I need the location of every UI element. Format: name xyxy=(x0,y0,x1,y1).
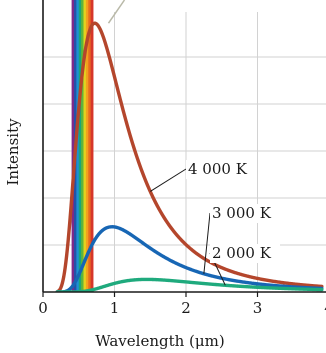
spectrum-stripe xyxy=(71,0,75,292)
x-axis-label: Wavelength (μm) xyxy=(95,332,224,350)
spectrum-stripe xyxy=(85,0,89,292)
spectrum-stripe xyxy=(76,0,80,292)
pointer-line xyxy=(107,0,126,24)
series-label-4000k: 4 000 K xyxy=(188,160,248,178)
spectrum-stripe xyxy=(90,0,94,292)
series-label-3000k: 3 000 K xyxy=(212,204,272,222)
label-leader xyxy=(203,212,211,274)
x-tick-label: 4 xyxy=(324,299,326,317)
series-line-2000k xyxy=(55,277,324,292)
x-tick-label: 1 xyxy=(110,299,120,317)
y-axis-label: Intensity xyxy=(4,118,22,186)
series-line-4000k xyxy=(55,21,324,292)
x-tick-label: 3 xyxy=(253,299,263,317)
axes xyxy=(42,0,326,297)
spectrum-stripe xyxy=(83,0,87,292)
spectrum-stripe xyxy=(78,0,82,292)
x-tick-labels: 0 1 2 3 4 xyxy=(38,299,326,317)
label-leader xyxy=(149,168,187,192)
series-line-3000k xyxy=(55,225,324,292)
series-label-2000k: 2 000 K xyxy=(212,244,272,262)
label-background xyxy=(210,244,280,263)
label-background xyxy=(210,204,280,223)
x-tick-label: 0 xyxy=(38,299,48,317)
spectrum-stripe xyxy=(81,0,84,292)
series-curves xyxy=(55,21,324,292)
series-labels: 4 000 K 3 000 K 2 000 K xyxy=(186,160,280,263)
x-tick-label: 2 xyxy=(181,299,191,317)
label-background xyxy=(186,160,256,179)
spectrum-stripe xyxy=(88,0,92,292)
